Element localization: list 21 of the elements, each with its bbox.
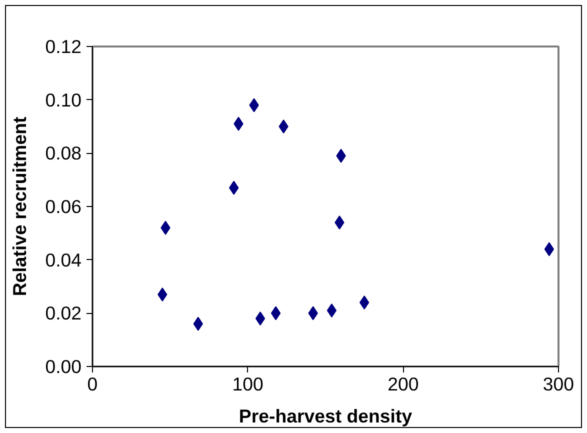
y-tick-label: 0.10 bbox=[45, 89, 82, 110]
y-axis-title: Relative recruitment bbox=[9, 116, 30, 296]
y-tick-label: 0.12 bbox=[45, 36, 82, 57]
y-tick-label: 0.04 bbox=[45, 249, 82, 270]
point bbox=[255, 312, 266, 326]
point bbox=[334, 216, 344, 230]
y-tick-label: 0.00 bbox=[45, 356, 82, 377]
x-tick-label: 0 bbox=[87, 374, 98, 394]
point bbox=[270, 306, 281, 320]
point bbox=[544, 242, 554, 256]
y-tick-label: 0.02 bbox=[45, 302, 82, 324]
point bbox=[278, 120, 288, 134]
point bbox=[158, 288, 168, 302]
point bbox=[360, 296, 370, 310]
point bbox=[326, 304, 337, 318]
x-axis-title: Pre-harvest density bbox=[238, 406, 413, 426]
x-tick-label: 300 bbox=[542, 374, 574, 394]
x-tick-label: 200 bbox=[388, 374, 419, 394]
x-tick-label: 100 bbox=[232, 374, 264, 394]
y-tick-label: 0.08 bbox=[45, 142, 82, 164]
y-tick-label: 0.06 bbox=[45, 196, 82, 217]
